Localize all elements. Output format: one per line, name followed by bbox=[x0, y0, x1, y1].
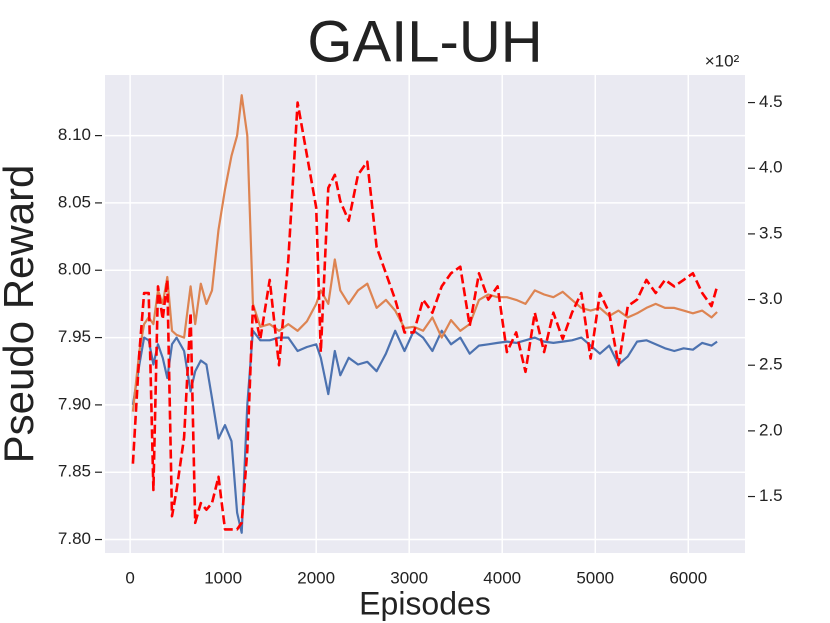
series-line bbox=[131, 94, 718, 412]
y2-tick-label: 4.5 bbox=[759, 92, 783, 111]
y2-tick-label: 2.5 bbox=[759, 355, 783, 374]
y-tick-label: 8.00 bbox=[58, 260, 91, 279]
x-tick-label: 0 bbox=[125, 568, 134, 587]
y2-tick-label: 1.5 bbox=[759, 486, 783, 505]
y-tick-label: 8.10 bbox=[58, 125, 91, 144]
y2-tick-label: 2.0 bbox=[759, 420, 783, 439]
x-tick-label: 2000 bbox=[297, 568, 335, 587]
y-tick-label: 7.90 bbox=[58, 394, 91, 413]
y-tick-label: 7.95 bbox=[58, 327, 91, 346]
x-tick-label: 6000 bbox=[669, 568, 707, 587]
y2-scale-annotation: ×10² bbox=[705, 51, 740, 70]
y2-tick-label: 4.0 bbox=[759, 158, 783, 177]
plot-area bbox=[105, 75, 745, 553]
x-axis-label: Episodes bbox=[359, 585, 491, 621]
x-tick-label: 1000 bbox=[204, 568, 242, 587]
series-line bbox=[131, 329, 718, 534]
x-tick-label: 3000 bbox=[390, 568, 428, 587]
y-axis-label: Pseudo Reward bbox=[0, 165, 42, 464]
series-line bbox=[131, 101, 719, 531]
x-tick-label: 5000 bbox=[576, 568, 614, 587]
y-tick-label: 7.85 bbox=[58, 462, 91, 481]
chart-title: GAIL-UH bbox=[307, 9, 542, 74]
y-tick-label: 7.80 bbox=[58, 529, 91, 548]
y-tick-label: 8.05 bbox=[58, 192, 91, 211]
y2-tick-label: 3.0 bbox=[759, 289, 783, 308]
x-tick-label: 4000 bbox=[483, 568, 521, 587]
y2-tick-label: 3.5 bbox=[759, 223, 783, 242]
